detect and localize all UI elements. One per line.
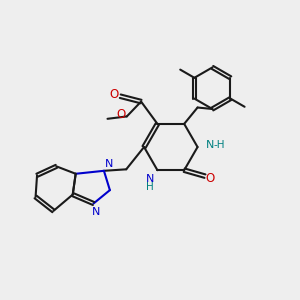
Text: N: N xyxy=(146,174,154,184)
Text: N: N xyxy=(206,140,214,150)
Text: N: N xyxy=(92,206,101,217)
Text: O: O xyxy=(110,88,119,101)
Text: H: H xyxy=(146,182,154,192)
Text: O: O xyxy=(206,172,215,185)
Text: -H: -H xyxy=(213,140,225,150)
Text: N: N xyxy=(105,159,113,169)
Text: O: O xyxy=(116,108,125,121)
